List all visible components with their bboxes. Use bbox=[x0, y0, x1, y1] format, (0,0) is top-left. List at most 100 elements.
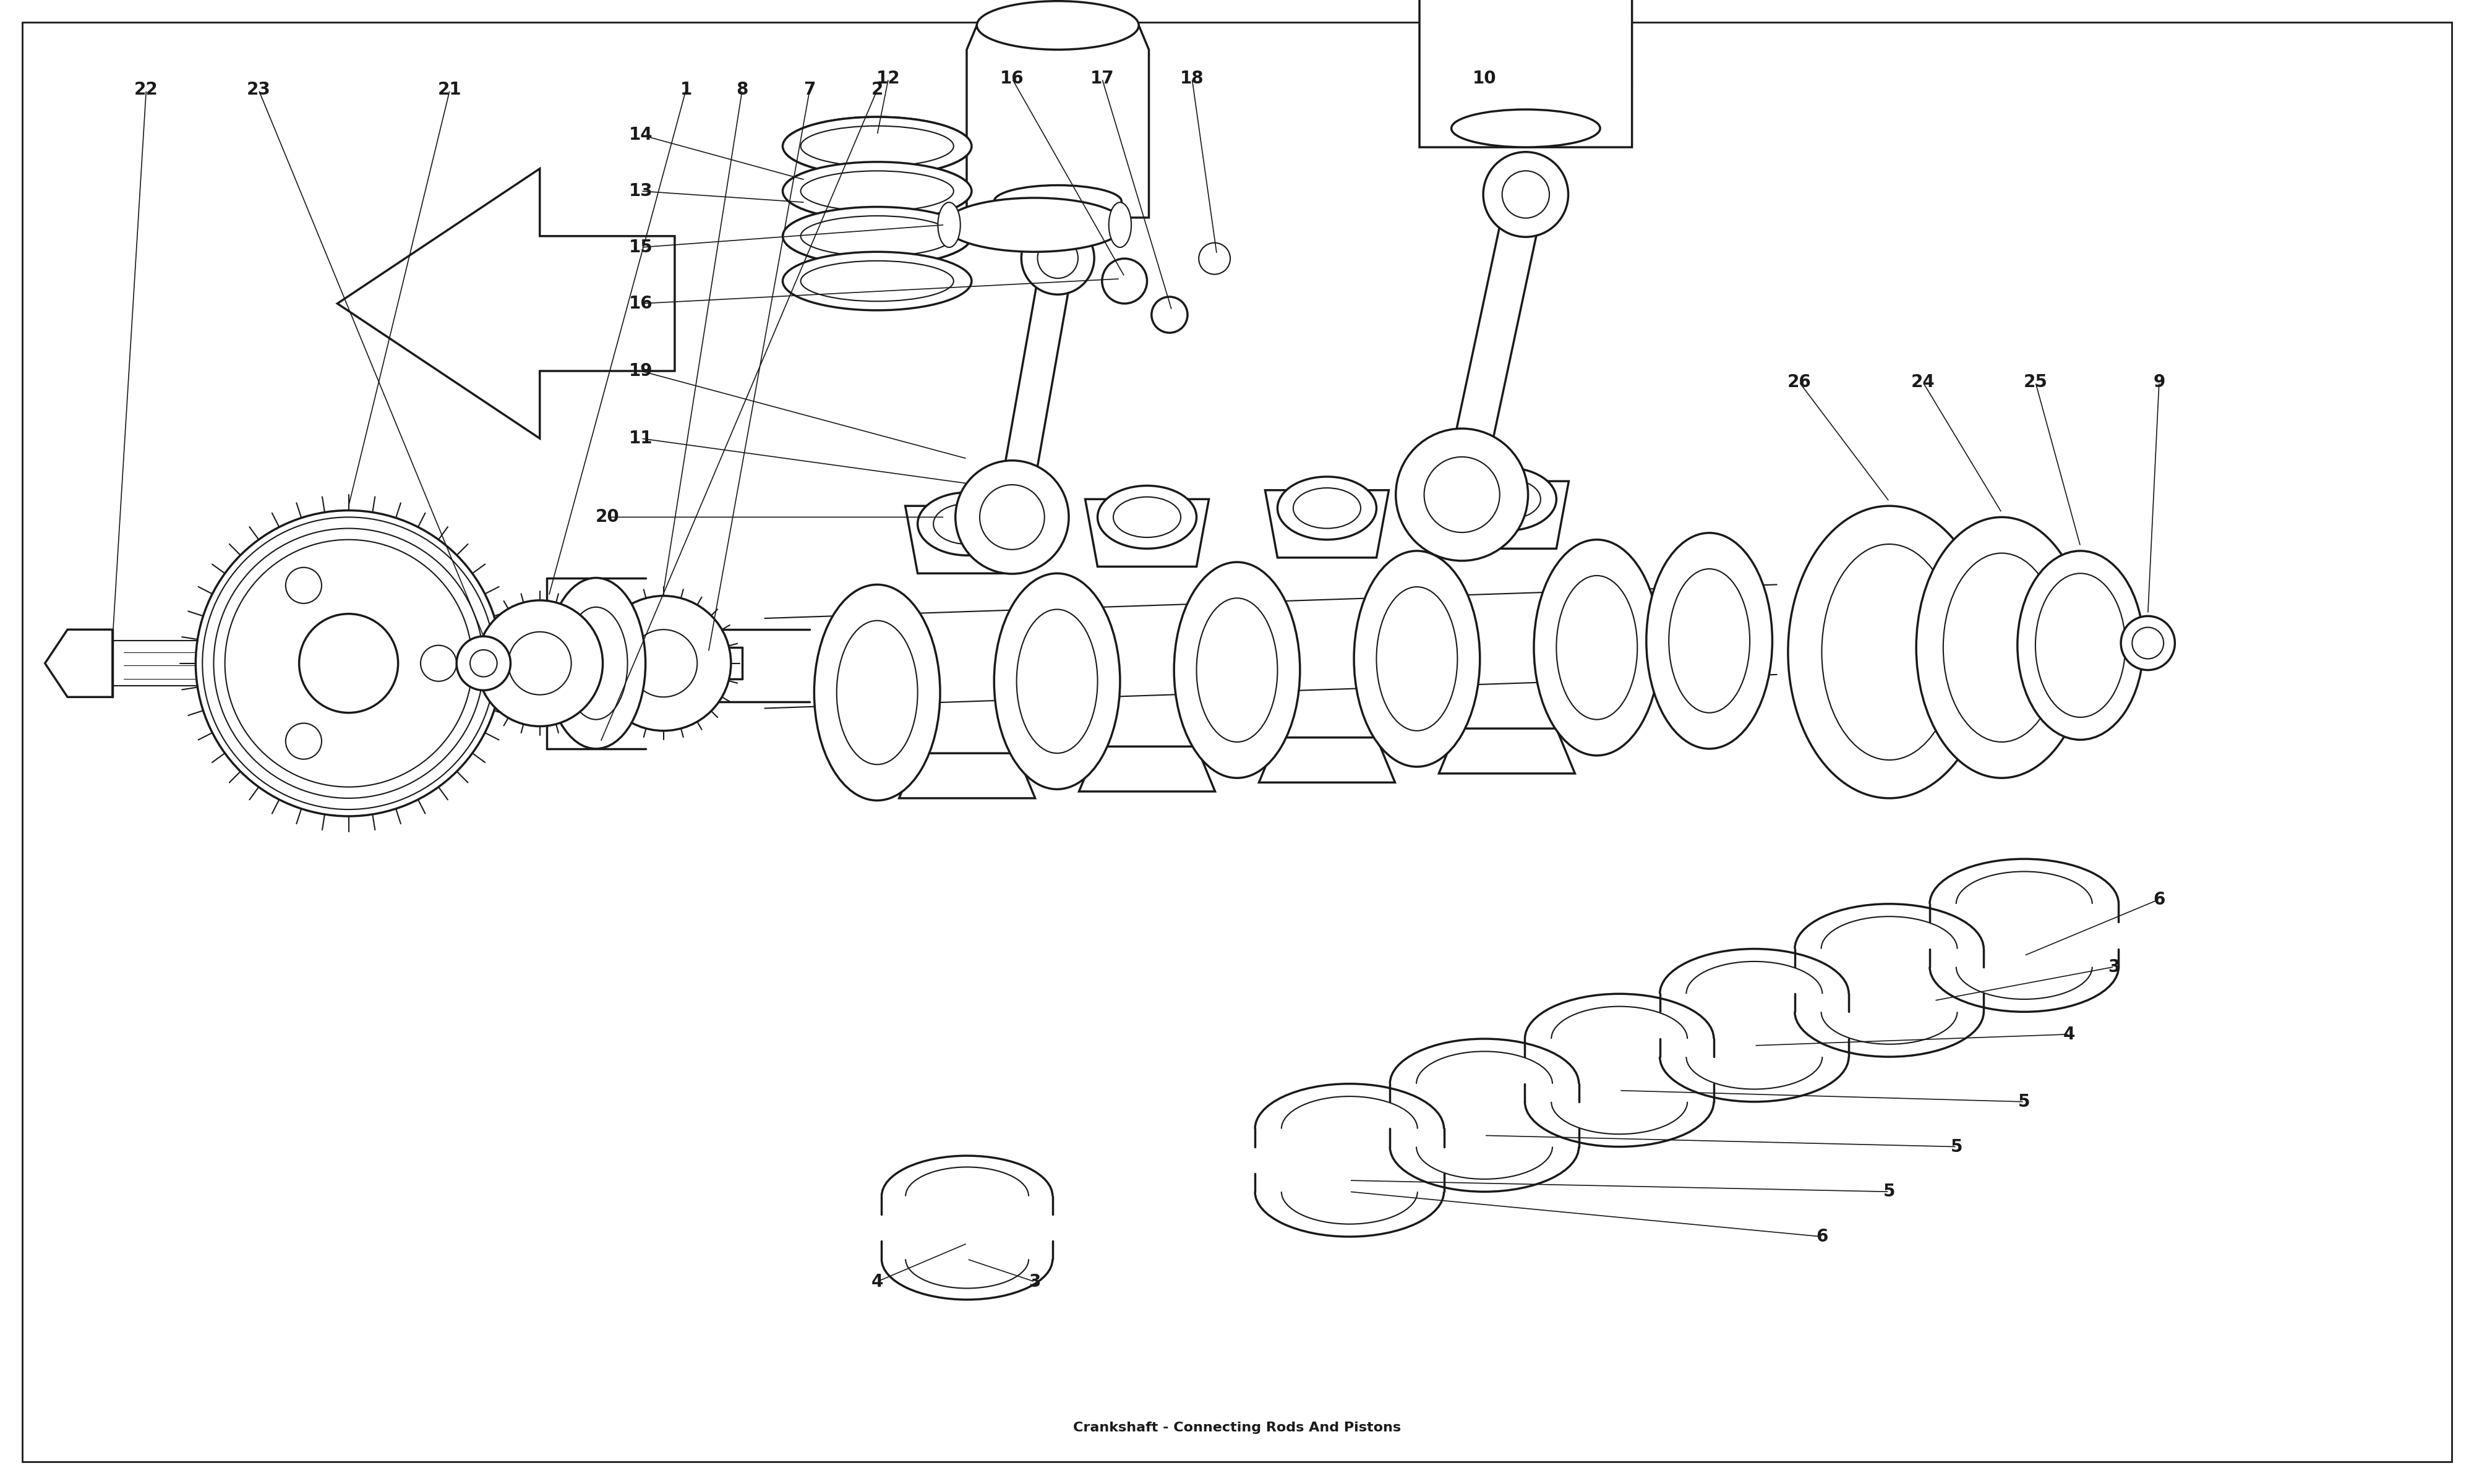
Text: 7: 7 bbox=[804, 82, 816, 98]
Text: 4: 4 bbox=[871, 1273, 883, 1290]
Ellipse shape bbox=[1821, 545, 1957, 760]
Circle shape bbox=[285, 723, 322, 760]
Ellipse shape bbox=[1789, 506, 1992, 798]
Ellipse shape bbox=[1294, 488, 1361, 528]
Polygon shape bbox=[898, 754, 1034, 798]
Circle shape bbox=[980, 485, 1044, 549]
Text: 20: 20 bbox=[596, 509, 618, 525]
Ellipse shape bbox=[1472, 479, 1541, 519]
Circle shape bbox=[631, 629, 698, 697]
Ellipse shape bbox=[564, 607, 628, 720]
Polygon shape bbox=[1259, 738, 1395, 782]
Text: 26: 26 bbox=[1786, 374, 1811, 390]
Ellipse shape bbox=[1452, 110, 1601, 147]
Text: 19: 19 bbox=[628, 362, 653, 380]
Circle shape bbox=[1502, 171, 1549, 218]
Text: 3: 3 bbox=[2108, 959, 2120, 975]
Ellipse shape bbox=[2016, 551, 2142, 739]
Text: 21: 21 bbox=[438, 82, 463, 98]
Ellipse shape bbox=[1942, 554, 2061, 742]
Ellipse shape bbox=[782, 162, 972, 220]
Ellipse shape bbox=[1113, 497, 1180, 537]
Circle shape bbox=[596, 597, 730, 730]
Text: 14: 14 bbox=[628, 126, 653, 144]
Ellipse shape bbox=[977, 1, 1138, 49]
Circle shape bbox=[477, 601, 604, 726]
Text: 5: 5 bbox=[2019, 1094, 2031, 1110]
Polygon shape bbox=[967, 25, 1148, 218]
Circle shape bbox=[1425, 457, 1499, 533]
Polygon shape bbox=[336, 169, 675, 438]
Ellipse shape bbox=[836, 620, 918, 764]
Ellipse shape bbox=[1376, 586, 1457, 730]
Polygon shape bbox=[1445, 481, 1569, 549]
Text: 13: 13 bbox=[628, 183, 653, 200]
Circle shape bbox=[955, 460, 1069, 574]
Polygon shape bbox=[905, 506, 1029, 573]
Circle shape bbox=[299, 614, 398, 712]
Text: 11: 11 bbox=[628, 430, 653, 447]
Text: 6: 6 bbox=[1816, 1229, 1828, 1245]
Text: 1: 1 bbox=[680, 82, 693, 98]
Text: 9: 9 bbox=[2152, 374, 2165, 390]
Circle shape bbox=[1022, 221, 1094, 294]
Ellipse shape bbox=[1645, 533, 1771, 749]
Circle shape bbox=[1484, 151, 1569, 237]
Ellipse shape bbox=[1175, 562, 1299, 778]
Ellipse shape bbox=[1670, 568, 1749, 712]
Ellipse shape bbox=[1197, 598, 1277, 742]
Text: 10: 10 bbox=[1472, 70, 1497, 88]
Text: 24: 24 bbox=[1910, 374, 1935, 390]
Polygon shape bbox=[1420, 0, 1633, 147]
Text: Crankshaft - Connecting Rods And Pistons: Crankshaft - Connecting Rods And Pistons bbox=[1074, 1422, 1400, 1434]
Circle shape bbox=[1037, 237, 1079, 279]
Text: 6: 6 bbox=[2152, 890, 2165, 908]
Text: 15: 15 bbox=[628, 239, 653, 255]
Ellipse shape bbox=[547, 577, 646, 749]
Circle shape bbox=[195, 510, 502, 816]
Text: 16: 16 bbox=[999, 70, 1024, 88]
Text: 16: 16 bbox=[628, 295, 653, 312]
Text: 18: 18 bbox=[1180, 70, 1205, 88]
Ellipse shape bbox=[995, 573, 1121, 789]
Ellipse shape bbox=[938, 202, 960, 248]
Circle shape bbox=[421, 646, 458, 681]
Text: 17: 17 bbox=[1091, 70, 1113, 88]
Circle shape bbox=[470, 650, 497, 677]
Ellipse shape bbox=[1108, 202, 1131, 248]
Text: 12: 12 bbox=[876, 70, 901, 88]
Text: 22: 22 bbox=[134, 82, 158, 98]
Ellipse shape bbox=[1556, 576, 1638, 720]
Circle shape bbox=[285, 567, 322, 604]
Ellipse shape bbox=[1534, 540, 1660, 755]
Polygon shape bbox=[45, 629, 111, 697]
Ellipse shape bbox=[782, 117, 972, 175]
Ellipse shape bbox=[1457, 467, 1556, 531]
Text: 8: 8 bbox=[737, 82, 747, 98]
Ellipse shape bbox=[1917, 516, 2088, 778]
Ellipse shape bbox=[933, 503, 1002, 545]
Text: 25: 25 bbox=[2024, 374, 2048, 390]
Text: 3: 3 bbox=[1029, 1273, 1042, 1290]
Ellipse shape bbox=[782, 206, 972, 266]
Text: 5: 5 bbox=[1950, 1138, 1962, 1156]
Ellipse shape bbox=[2036, 573, 2125, 717]
Text: 2: 2 bbox=[871, 82, 883, 98]
Circle shape bbox=[458, 637, 510, 690]
Polygon shape bbox=[1264, 490, 1388, 558]
Text: 5: 5 bbox=[1883, 1183, 1895, 1201]
Ellipse shape bbox=[814, 585, 940, 800]
Ellipse shape bbox=[1277, 476, 1376, 540]
Circle shape bbox=[2133, 628, 2165, 659]
Ellipse shape bbox=[945, 197, 1126, 252]
Ellipse shape bbox=[1353, 551, 1479, 767]
Text: 4: 4 bbox=[2063, 1025, 2076, 1043]
Circle shape bbox=[1395, 429, 1529, 561]
Ellipse shape bbox=[1017, 610, 1098, 754]
Polygon shape bbox=[1440, 729, 1576, 773]
Ellipse shape bbox=[1098, 485, 1197, 549]
Text: 23: 23 bbox=[247, 82, 270, 98]
Ellipse shape bbox=[918, 493, 1017, 555]
Circle shape bbox=[2120, 616, 2175, 671]
Circle shape bbox=[507, 632, 571, 695]
